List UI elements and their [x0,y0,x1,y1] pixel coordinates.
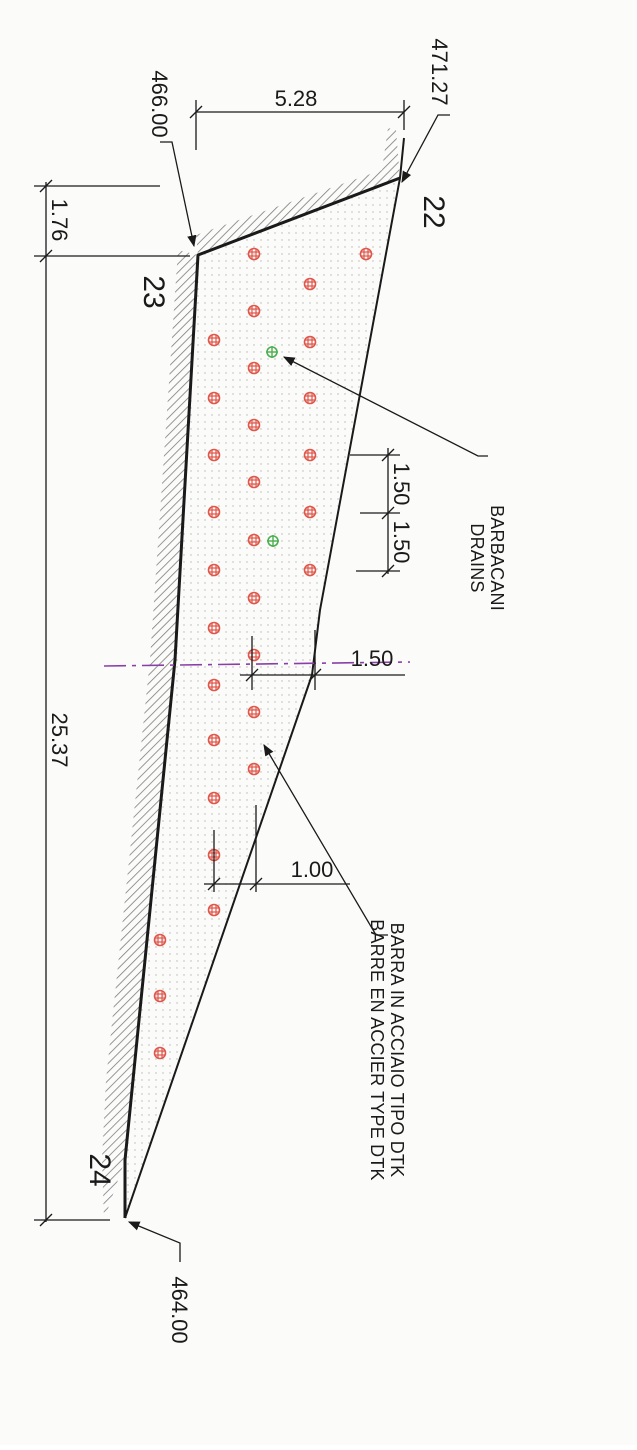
steel-bar-label-fr: BARRE EN ACCIER TYPE DTK [367,919,387,1181]
drains-label-fr: DRAINS [467,523,487,592]
slope-outline [123,137,405,1219]
dimension-lines [34,100,411,1227]
dimension-height-total: 25.37 [47,712,72,767]
point-22-label: 22 [417,195,450,228]
elevation-top-left: 466.00 [147,70,172,137]
dimension-spacing-d: 1.00 [291,857,334,882]
section-axis-line [103,661,411,667]
soil-hatch [102,128,400,1220]
point-24-label: 24 [83,1153,116,1186]
point-23-label: 23 [137,275,170,308]
dimension-spacing-a: 1.50 [389,463,414,506]
dimension-height-small: 1.76 [47,199,72,242]
drains-label-it: BARBACANI [487,505,507,611]
steel-bar-label-it: BARRA IN ACCIAIO TIPO DTK [387,923,407,1178]
dimension-spacing-c: 1.50 [351,646,394,671]
leader-lines [127,114,488,1262]
dimension-spacing-b: 1.50 [389,521,414,564]
elevation-bottom: 464.00 [167,1276,192,1343]
slope-fill [125,178,400,1218]
elevation-top-right: 471.27 [427,38,452,105]
dimension-width-top: 5.28 [275,86,318,111]
